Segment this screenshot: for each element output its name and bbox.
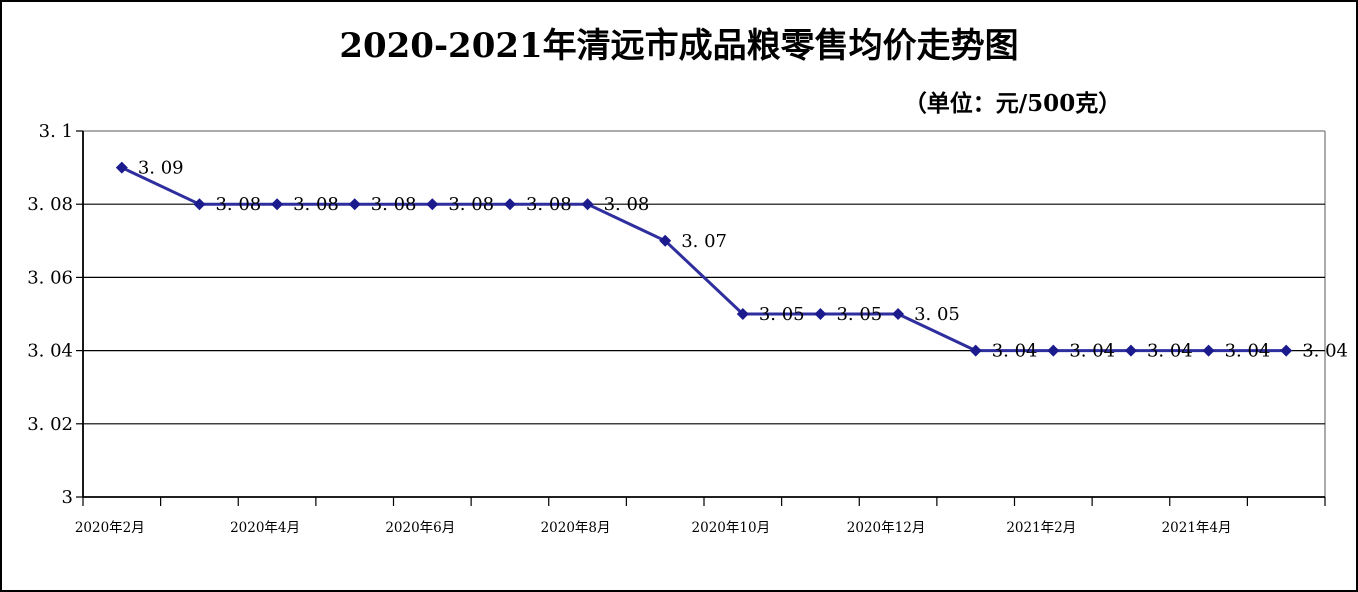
data-point-label: 3. 08 <box>215 194 261 215</box>
data-point-marker <box>814 308 827 320</box>
data-point-label: 3. 05 <box>914 304 960 325</box>
data-point-label: 3. 04 <box>992 341 1038 362</box>
chart-title: 2020-2021年清远市成品粮零售均价走势图 <box>339 26 1019 66</box>
y-tick-label: 3. 1 <box>39 121 73 142</box>
x-tick-label: 2021年4月 <box>1162 520 1232 536</box>
x-tick-label: 2020年10月 <box>692 520 771 536</box>
unit-note-label: （单位：元/500克） <box>903 90 1122 117</box>
y-tick-label: 3. 02 <box>27 414 73 435</box>
data-point-marker <box>348 198 361 211</box>
data-point-marker <box>659 234 672 247</box>
data-point-label: 3. 04 <box>1302 341 1348 362</box>
data-point-marker <box>892 308 905 320</box>
data-point-marker <box>1124 344 1137 357</box>
data-point-label: 3. 09 <box>138 158 184 179</box>
data-point-label: 3. 07 <box>681 231 727 252</box>
data-point-marker <box>503 198 516 211</box>
data-point-marker <box>115 161 128 174</box>
data-point-marker <box>1280 344 1293 357</box>
data-point-label: 3. 05 <box>759 304 805 325</box>
y-tick-label: 3. 04 <box>27 341 73 362</box>
x-tick-label: 2020年6月 <box>385 520 455 536</box>
data-point-marker <box>426 198 439 211</box>
data-point-marker <box>193 198 206 211</box>
series-line <box>120 166 1288 353</box>
data-point-marker <box>1202 344 1215 357</box>
data-point-label: 3. 08 <box>371 194 417 215</box>
x-tick-label: 2020年8月 <box>541 520 611 536</box>
data-point-label: 3. 08 <box>604 194 650 215</box>
data-point-label: 3. 04 <box>1069 341 1115 362</box>
data-point-marker <box>1047 344 1060 357</box>
data-point-marker <box>736 308 749 320</box>
data-point-marker <box>969 344 982 357</box>
data-point-label: 3. 08 <box>448 194 494 215</box>
data-point-marker <box>581 198 594 211</box>
x-tick-label: 2020年2月 <box>75 520 145 536</box>
data-point-marker <box>271 198 284 211</box>
y-tick-label: 3 <box>62 487 73 508</box>
x-tick-label: 2020年4月 <box>230 520 300 536</box>
data-point-label: 3. 08 <box>526 194 572 215</box>
x-tick-label: 2021年2月 <box>1006 520 1076 536</box>
x-tick-label: 2020年12月 <box>847 520 926 536</box>
data-point-label: 3. 05 <box>836 304 882 325</box>
y-tick-label: 3. 08 <box>27 194 73 215</box>
data-point-label: 3. 04 <box>1225 341 1271 362</box>
data-point-label: 3. 08 <box>293 194 339 215</box>
y-tick-label: 3. 06 <box>27 267 73 288</box>
data-point-label: 3. 04 <box>1147 341 1193 362</box>
